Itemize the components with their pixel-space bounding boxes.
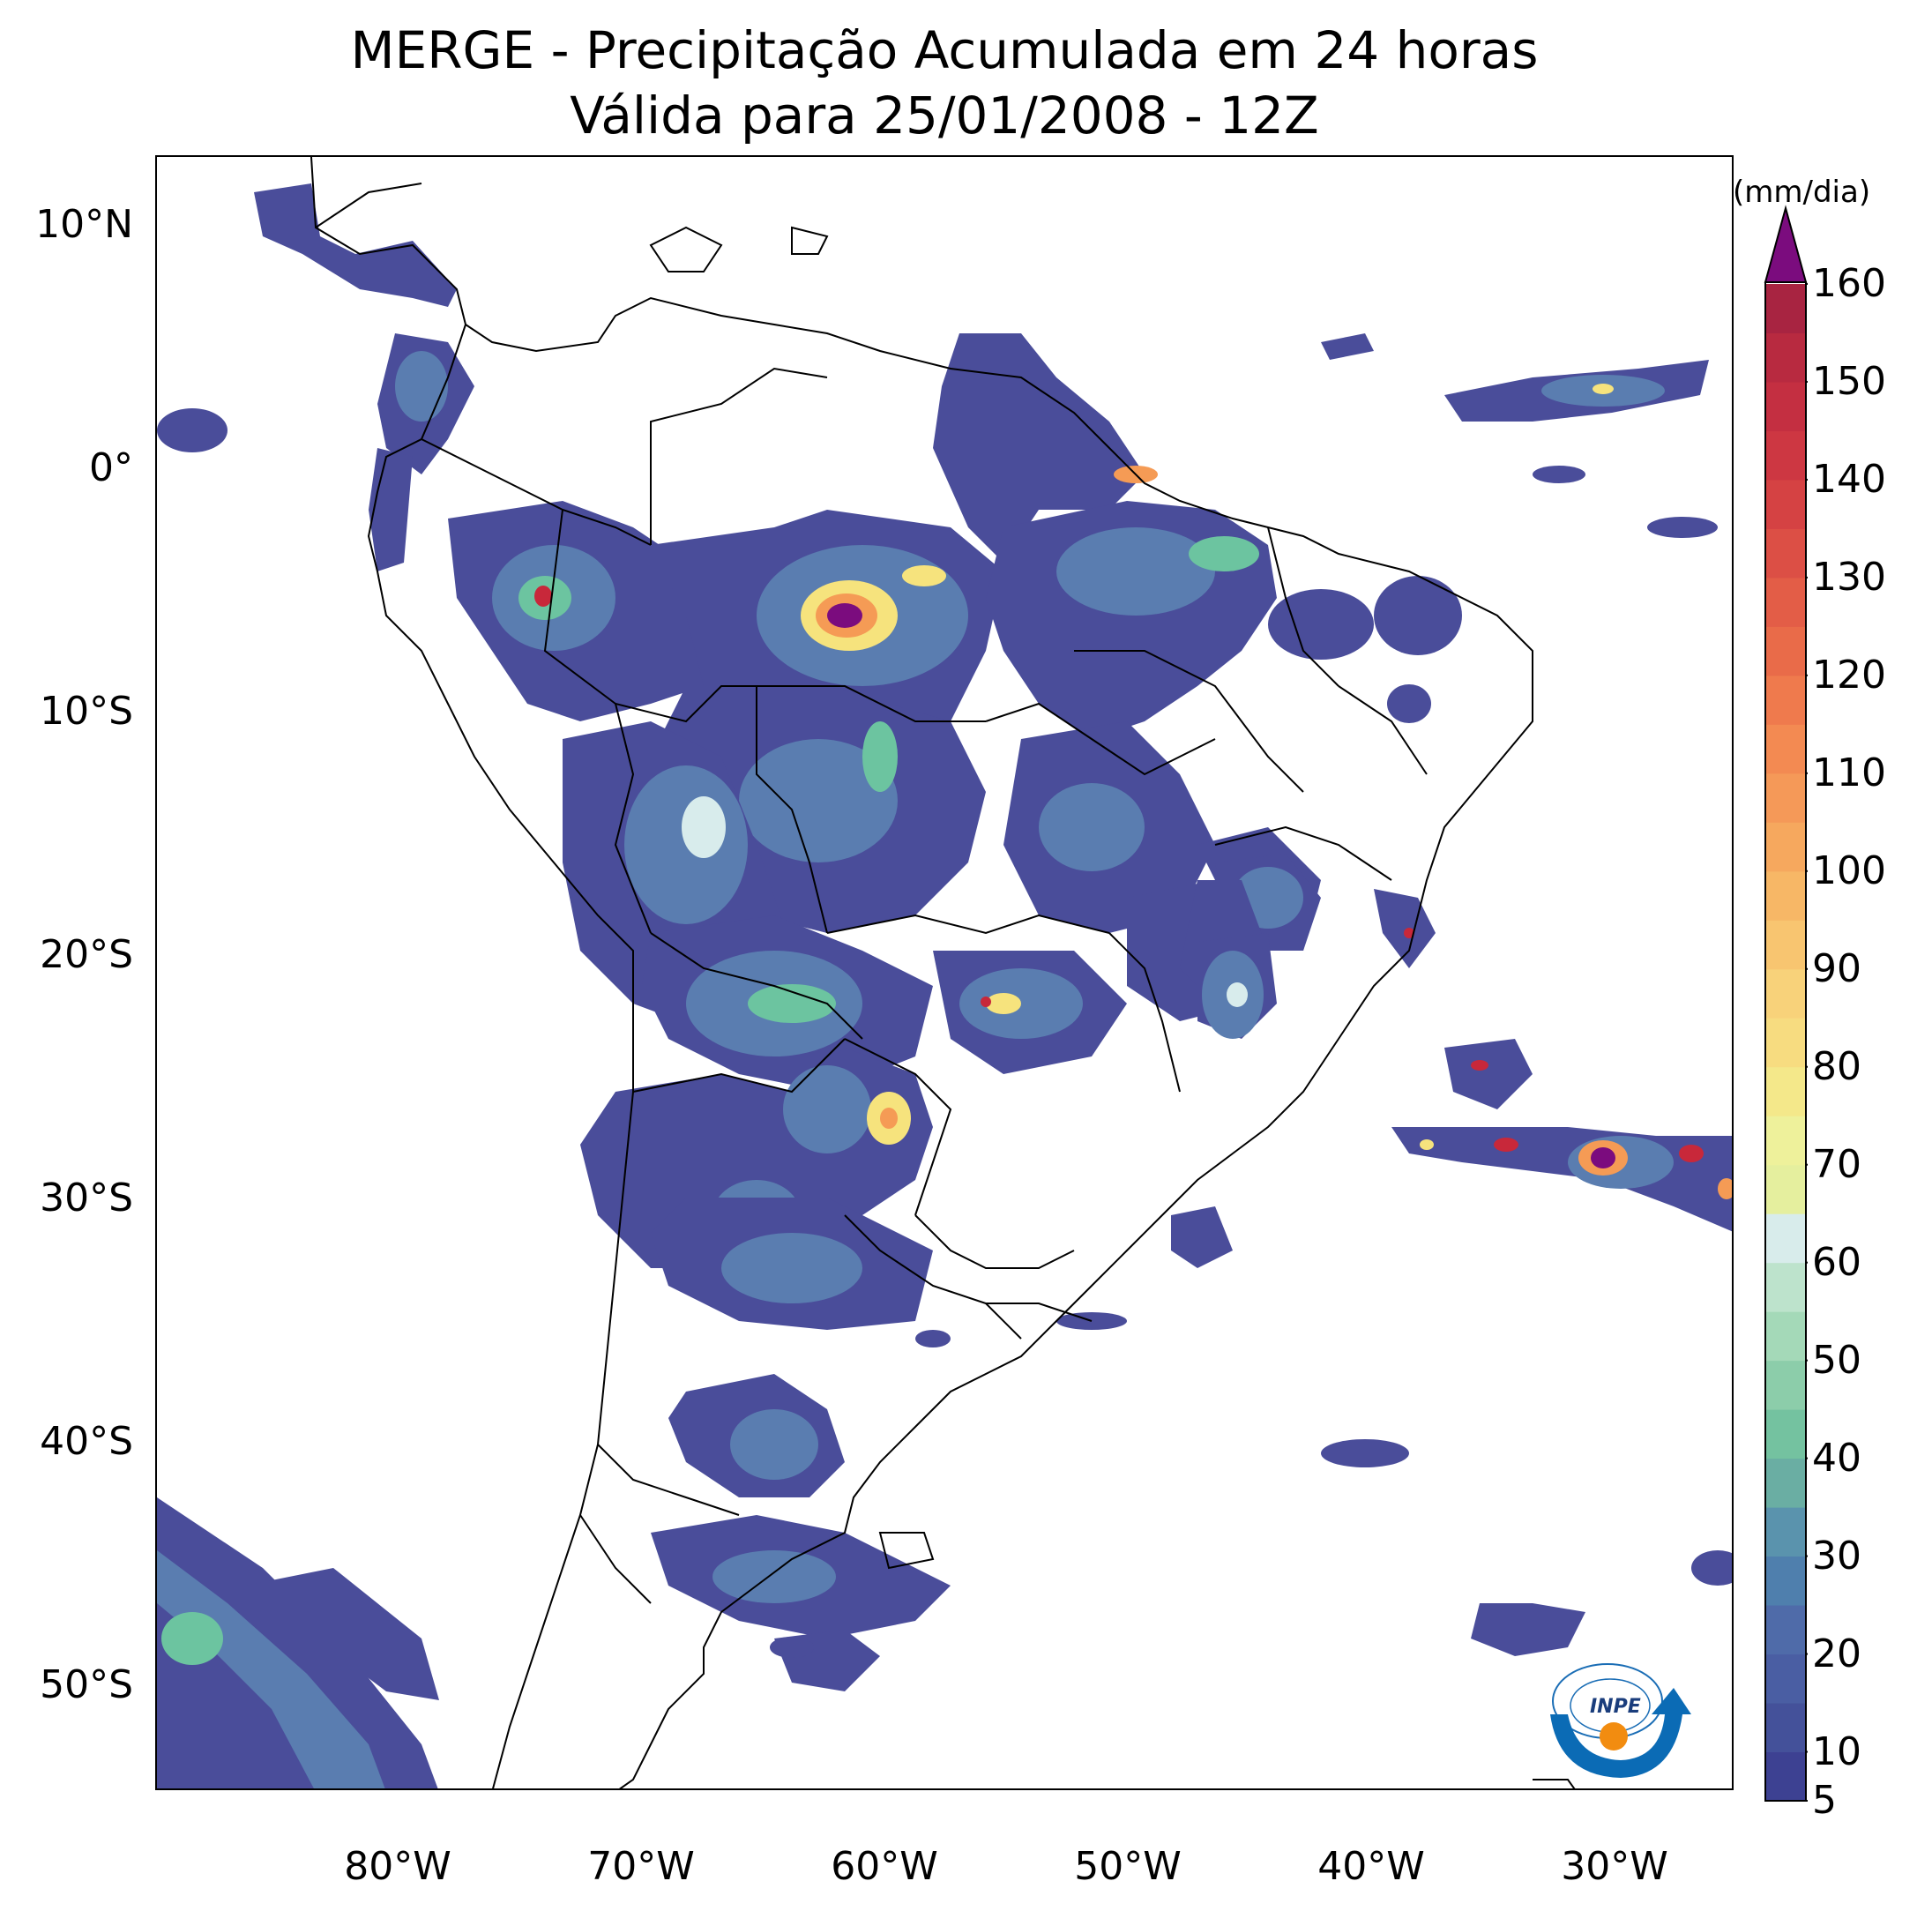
colorbar xyxy=(1764,205,1808,1802)
lat-tick-label: 50°S xyxy=(40,1662,133,1707)
map-title: MERGE - Precipitação Acumulada em 24 hor… xyxy=(350,20,1539,80)
colorbar-band xyxy=(1765,1262,1806,1312)
precipitation-map xyxy=(155,155,1734,1790)
lon-tick-label: 40°W xyxy=(1317,1844,1425,1889)
lat-tick-label: 30°S xyxy=(40,1176,133,1221)
colorbar-extend-arrow xyxy=(1764,205,1808,283)
colorbar-tick-label: 10 xyxy=(1812,1728,1861,1774)
colorbar-band xyxy=(1765,1116,1806,1166)
colorbar-band xyxy=(1765,968,1806,1019)
colorbar-band xyxy=(1765,1703,1806,1753)
colorbar-band xyxy=(1765,430,1806,481)
lat-tick-label: 10°S xyxy=(40,689,133,734)
colorbar-band xyxy=(1765,1751,1806,1802)
lat-tick-label: 40°S xyxy=(40,1419,133,1464)
colorbar-band xyxy=(1765,1605,1806,1655)
colorbar-band xyxy=(1765,675,1806,725)
colorbar-tick-label: 30 xyxy=(1812,1533,1861,1579)
colorbar-tick-label: 50 xyxy=(1812,1337,1861,1383)
colorbar-band xyxy=(1765,920,1806,970)
colorbar-band xyxy=(1765,1164,1806,1214)
lat-tick-label: 20°S xyxy=(40,932,133,977)
colorbar-band xyxy=(1765,1409,1806,1459)
inpe-logo: INPE xyxy=(1550,1663,1691,1778)
lat-tick-label: 0° xyxy=(89,445,133,490)
colorbar-band xyxy=(1765,1213,1806,1264)
colorbar-band xyxy=(1765,1066,1806,1116)
colorbar-tick-label: 130 xyxy=(1812,554,1886,600)
colorbar-units: (mm/dia) xyxy=(1733,175,1871,210)
colorbar-tick-label: 5 xyxy=(1812,1778,1837,1823)
colorbar-band xyxy=(1765,1556,1806,1606)
colorbar-band xyxy=(1765,870,1806,921)
colorbar-tick-label: 150 xyxy=(1812,358,1886,404)
colorbar-tick-label: 160 xyxy=(1812,261,1886,306)
colorbar-tick-label: 40 xyxy=(1812,1435,1861,1481)
colorbar-tick-label: 70 xyxy=(1812,1141,1861,1187)
colorbar-band xyxy=(1765,1458,1806,1508)
colorbar-band xyxy=(1765,1311,1806,1362)
lon-tick-label: 60°W xyxy=(831,1844,938,1889)
lon-tick-label: 70°W xyxy=(587,1844,695,1889)
colorbar-band xyxy=(1765,1360,1806,1410)
inpe-logo-text: INPE xyxy=(1590,1696,1641,1718)
colorbar-band xyxy=(1765,724,1806,774)
colorbar-tick-label: 120 xyxy=(1812,652,1886,698)
colorbar-band xyxy=(1765,626,1806,676)
colorbar-band xyxy=(1765,1507,1806,1557)
colorbar-band xyxy=(1765,528,1806,579)
lat-tick-label: 10°N xyxy=(35,202,133,247)
colorbar-tick-label: 140 xyxy=(1812,456,1886,502)
colorbar-tick-label: 90 xyxy=(1812,945,1861,991)
lon-tick-label: 50°W xyxy=(1074,1844,1182,1889)
colorbar-band xyxy=(1765,479,1806,529)
colorbar-tick-label: 60 xyxy=(1812,1239,1861,1285)
map-canvas xyxy=(157,157,1732,1788)
precipitation-field xyxy=(157,183,1732,1788)
colorbar-tick-label: 100 xyxy=(1812,847,1886,893)
coastlines xyxy=(310,157,1576,1788)
colorbar-tick-label: 110 xyxy=(1812,750,1886,795)
colorbar-tick-label: 20 xyxy=(1812,1631,1861,1676)
lon-tick-label: 80°W xyxy=(344,1844,451,1889)
colorbar-band xyxy=(1765,284,1806,333)
lon-tick-label: 30°W xyxy=(1561,1844,1668,1889)
colorbar-band xyxy=(1765,381,1806,431)
colorbar-band xyxy=(1765,1018,1806,1068)
colorbar-band xyxy=(1765,577,1806,627)
map-subtitle: Válida para 25/01/2008 - 12Z xyxy=(570,86,1319,146)
colorbar-band xyxy=(1765,773,1806,823)
colorbar-tick-label: 80 xyxy=(1812,1043,1861,1089)
colorbar-band xyxy=(1765,1653,1806,1704)
colorbar-band xyxy=(1765,822,1806,872)
colorbar-band xyxy=(1765,332,1806,383)
